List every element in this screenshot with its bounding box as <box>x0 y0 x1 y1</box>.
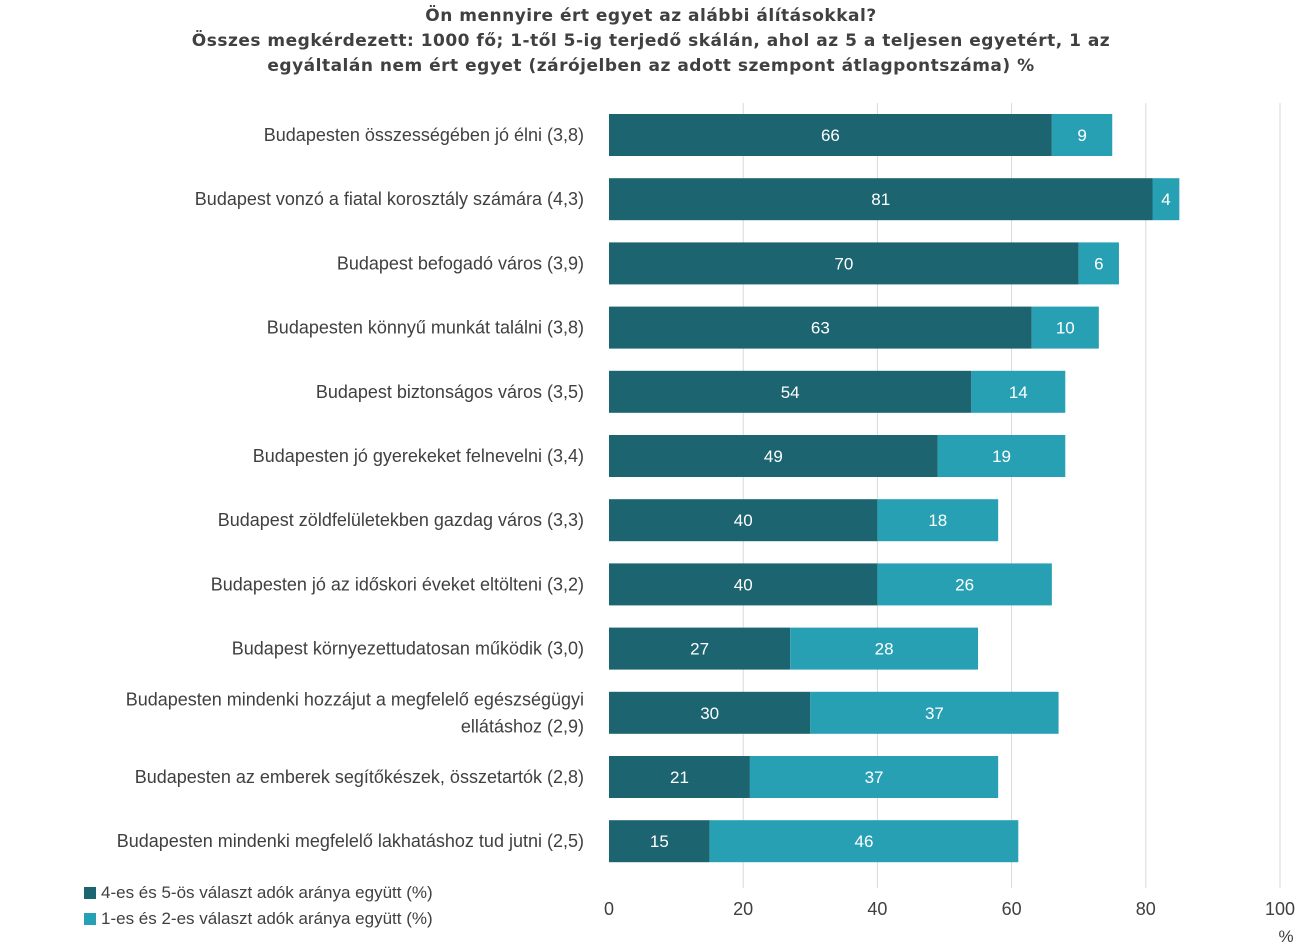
category-label-8: Budapesten jó az időskori éveket eltölte… <box>211 574 584 594</box>
x-tick-label-20: 20 <box>733 899 753 919</box>
data-label-s1-row-9: 27 <box>690 640 709 659</box>
category-label-6: Budapesten jó gyerekeket felnevelni (3,4… <box>253 446 584 466</box>
data-label-s2-row-8: 26 <box>955 575 974 594</box>
legend-item-series-1: 4-es és 5-ös választ adók aránya együtt … <box>84 880 433 906</box>
data-label-s1-row-4: 63 <box>811 319 830 338</box>
chart-title-line-1: Ön mennyire ért egyet az alábbi álítások… <box>425 6 877 26</box>
category-label-10-line-2: ellátáshoz (2,9) <box>461 716 584 736</box>
legend-label-series-2: 1-es és 2-es választ adók aránya együtt … <box>101 909 433 928</box>
bar-s1-row-2 <box>609 178 1153 221</box>
bar-s2-row-10 <box>810 691 1059 734</box>
bar-s2-row-9 <box>790 627 979 670</box>
data-label-s1-row-1: 66 <box>821 126 840 145</box>
bar-s1-row-8 <box>609 563 878 606</box>
bar-s2-row-6 <box>937 435 1066 477</box>
bar-s1-row-12 <box>609 820 710 863</box>
data-label-s2-row-3: 6 <box>1094 254 1103 273</box>
data-label-s2-row-5: 14 <box>1009 383 1028 402</box>
bar-s2-row-2 <box>1152 178 1180 221</box>
data-label-s1-row-5: 54 <box>781 383 800 402</box>
chart-title: Ön mennyire ért egyet az alábbi álítások… <box>0 4 1302 79</box>
bar-s1-row-1 <box>609 114 1052 156</box>
legend-label-series-1: 4-es és 5-ös választ adók aránya együtt … <box>101 883 433 902</box>
bar-s1-row-11 <box>609 756 750 798</box>
category-label-10-line-1: Budapesten mindenki hozzájut a megfelelő… <box>126 689 584 709</box>
data-label-s2-row-9: 28 <box>875 640 894 659</box>
data-label-s1-row-8: 40 <box>734 575 753 594</box>
x-tick-label-40: 40 <box>867 899 887 919</box>
data-label-s2-row-11: 37 <box>865 768 884 787</box>
bar-s1-row-5 <box>609 370 972 413</box>
bar-s1-row-6 <box>609 435 938 477</box>
chart-title-line-2: Összes megkérdezett: 1000 fő; 1-től 5-ig… <box>191 31 1111 51</box>
chart-legend: 4-es és 5-ös választ adók aránya együtt … <box>84 880 433 932</box>
category-label-9: Budapest környezettudatosan működik (3,0… <box>232 639 584 659</box>
category-label-1: Budapesten összességében jó élni (3,8) <box>264 125 584 145</box>
data-label-s1-row-11: 21 <box>670 768 689 787</box>
data-label-s1-row-6: 49 <box>764 447 783 466</box>
category-label-4: Budapesten könnyű munkát találni (3,8) <box>267 318 584 338</box>
data-label-s2-row-10: 37 <box>925 704 944 723</box>
category-label-11: Budapesten az emberek segítőkészek, össz… <box>135 767 584 787</box>
data-label-s1-row-3: 70 <box>834 254 853 273</box>
chart-title-line-3: egyáltalán nem ért egyet (zárójelben az … <box>267 56 1035 76</box>
data-label-s1-row-7: 40 <box>734 511 753 530</box>
x-tick-label-0: 0 <box>604 899 614 919</box>
bar-s1-row-7 <box>609 499 878 542</box>
data-label-s2-row-6: 19 <box>992 447 1011 466</box>
x-tick-label-60: 60 <box>1002 899 1022 919</box>
legend-swatch-series-1 <box>84 887 96 899</box>
data-label-s1-row-12: 15 <box>650 832 669 851</box>
data-label-s1-row-2: 81 <box>871 190 890 209</box>
bar-s1-row-10 <box>609 691 811 734</box>
bar-s1-row-9 <box>609 627 791 670</box>
bar-s2-row-3 <box>1078 242 1119 285</box>
legend-item-series-2: 1-es és 2-es választ adók aránya együtt … <box>84 906 433 932</box>
category-label-7: Budapest zöldfelületekben gazdag város (… <box>218 510 584 530</box>
legend-swatch-series-2 <box>84 913 96 925</box>
x-axis-unit-label: % <box>1278 927 1293 946</box>
bar-s2-row-7 <box>877 499 999 542</box>
x-tick-label-100: 100 <box>1265 899 1295 919</box>
bar-s2-row-8 <box>877 563 1052 606</box>
data-label-s2-row-4: 10 <box>1056 319 1075 338</box>
category-label-3: Budapest befogadó város (3,9) <box>337 253 584 273</box>
bar-s1-row-4 <box>609 306 1032 349</box>
bar-s1-row-3 <box>609 242 1079 285</box>
data-label-s2-row-7: 18 <box>928 511 947 530</box>
category-label-5: Budapest biztonságos város (3,5) <box>316 382 584 402</box>
bar-s2-row-5 <box>971 370 1066 413</box>
data-label-s1-row-10: 30 <box>700 704 719 723</box>
bar-s2-row-4 <box>1031 306 1099 349</box>
category-label-2: Budapest vonzó a fiatal korosztály számá… <box>195 189 584 209</box>
x-tick-label-80: 80 <box>1136 899 1156 919</box>
data-label-s2-row-1: 9 <box>1077 126 1086 145</box>
category-label-12: Budapesten mindenki megfelelő lakhatásho… <box>117 831 584 851</box>
bar-s2-row-11 <box>749 756 999 798</box>
bar-s2-row-1 <box>1051 114 1113 156</box>
bar-s2-row-12 <box>709 820 1019 863</box>
data-label-s2-row-12: 46 <box>855 832 874 851</box>
data-label-s2-row-2: 4 <box>1161 190 1170 209</box>
